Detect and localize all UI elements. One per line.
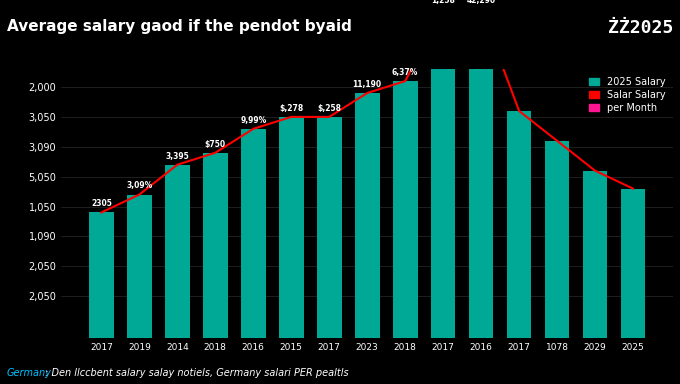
Bar bbox=[241, 129, 266, 338]
Bar bbox=[507, 111, 532, 338]
Bar bbox=[127, 195, 152, 338]
Bar bbox=[583, 170, 607, 338]
Bar bbox=[89, 212, 114, 338]
Text: Germany: Germany bbox=[7, 368, 52, 378]
Bar bbox=[165, 165, 190, 338]
Bar bbox=[355, 93, 379, 338]
Bar bbox=[317, 117, 341, 338]
Bar bbox=[621, 189, 645, 338]
Text: $,278: $,278 bbox=[279, 104, 303, 113]
Bar bbox=[469, 9, 494, 338]
Text: $,258: $,258 bbox=[318, 104, 341, 113]
Bar bbox=[279, 117, 303, 338]
Legend: 2025 Salary, Salar Salary, per Month: 2025 Salary, Salar Salary, per Month bbox=[586, 74, 668, 116]
Text: : Den llccbent salary salay notiels, Germany salari PER pealtls: : Den llccbent salary salay notiels, Ger… bbox=[42, 368, 349, 378]
Text: 1,258: 1,258 bbox=[431, 0, 455, 5]
Text: 3,09%: 3,09% bbox=[126, 181, 152, 190]
Bar bbox=[431, 9, 456, 338]
Text: 3,395: 3,395 bbox=[165, 152, 189, 161]
Text: 11,190: 11,190 bbox=[353, 80, 381, 89]
Bar bbox=[203, 153, 228, 338]
Bar bbox=[393, 81, 418, 338]
Text: 6,37%: 6,37% bbox=[392, 68, 418, 77]
Bar bbox=[545, 141, 569, 338]
Text: ŻŻ2025: ŻŻ2025 bbox=[608, 19, 673, 37]
Text: 2305: 2305 bbox=[91, 199, 112, 208]
Text: $750: $750 bbox=[205, 139, 226, 149]
Text: 9,99%: 9,99% bbox=[240, 116, 267, 125]
Text: Average salary gaod if the pendot byaid: Average salary gaod if the pendot byaid bbox=[7, 19, 352, 34]
Text: 42,290: 42,290 bbox=[466, 0, 496, 5]
